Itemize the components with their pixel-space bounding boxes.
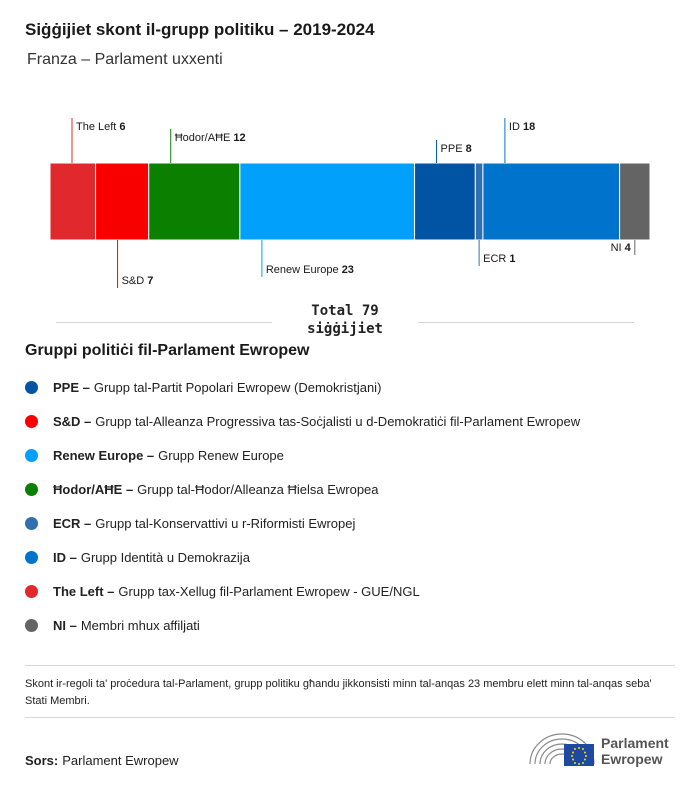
legend-item-abbr: NI – [53,617,77,633]
segment-label-odor-a-e: Ħodor/AĦE 12 [175,132,246,144]
legend-color-dot [25,414,38,428]
segment-label-name: ID [509,121,523,133]
legend-color-dot [25,516,38,530]
legend-item: Ħodor/AĦE – Grupp tal-Ħodor/Alleanza Ħiel… [25,472,580,506]
bar-segment-odor-a-e [148,162,241,241]
bar-segment-s-d [95,162,150,241]
source-label: Sors: [25,753,59,768]
total-divider-left [56,322,272,323]
chart-subtitle: Franza – Parlament uxxenti [27,51,223,68]
chart-title: Siġġijiet skont il-grupp politiku – 2019… [25,20,375,39]
segment-label-name: Ħodor/AĦE [175,132,234,144]
total-seats-line2: siġġijiet [307,321,383,337]
legend-item-abbr: ID – [53,549,77,565]
segment-label-value: 18 [523,121,535,133]
segment-label-name: S&D [122,275,148,287]
stacked-bar-chart: The Left 6 S&D 7 Ħodor/AĦE 12 Renew Europe … [49,118,651,288]
legend-color-dot [25,482,38,496]
logo-text-line1: Parlament [601,735,669,751]
parliament-hemicycle-icon [529,733,595,766]
legend-item-abbr: ECR – [53,515,92,531]
segment-label-value: 6 [119,121,125,133]
segment-label-value: 12 [233,132,245,144]
segment-label-value: 4 [625,242,632,254]
segment-label-value: 7 [147,275,153,287]
footnote: Skont ir-regoli ta' proċedura tal-Parlam… [25,678,652,707]
legend-title: Gruppi politiċi fil-Parlament Ewropew [25,342,310,359]
segment-label-ppe: PPE 8 [441,143,472,155]
legend-color-dot [25,618,38,632]
segment-label-value: 1 [509,253,515,265]
legend-item-abbr: S&D – [53,413,92,429]
bar-segment-id [482,162,621,241]
legend-item-abbr: Ħodor/AĦE – [53,481,134,497]
segment-label-renew-europe: Renew Europe 23 [266,264,354,276]
total-seats-label: Total 79 siġġijiet [272,302,418,338]
segment-label-ni: NI 4 [611,242,632,254]
bar-segment-renew-europe [239,162,416,241]
segment-label-name: ECR [483,253,509,265]
total-divider-right [418,322,634,323]
legend-item: Renew Europe – Grupp Renew Europe [25,438,580,472]
legend-item-abbr: The Left – [53,583,115,599]
legend-item: NI – Membri mhux affiljati [25,608,580,642]
legend-item-description: Grupp tal-Alleanza Progressiva tas-Soċja… [95,413,581,429]
legend-item-description: Grupp Identità u Demokrazija [80,549,250,565]
legend-item: ID – Grupp Identità u Demokrazija [25,540,580,574]
bar-segment-ecr [474,162,484,241]
segment-label-id: ID 18 [509,121,535,133]
segment-label-name: Renew Europe [266,264,342,276]
segment-label-name: NI [611,242,625,254]
source: Sors: Parlament Ewropew [25,753,179,768]
legend-color-dot [25,380,38,394]
source-value: Parlament Ewropew [62,753,179,768]
bar-segment-ppe [414,162,476,241]
legend: PPE – Grupp tal-Partit Popolari Ewropew (… [25,370,580,642]
legend-item-abbr: PPE – [53,379,90,395]
segment-label-name: PPE [441,143,466,155]
logo-text-line2: Ewropew [601,751,663,767]
logo-text: Parlament Ewropew [601,735,669,767]
legend-color-dot [25,550,38,564]
legend-item-description: Grupp tal-Konservattivi u r-Riformisti E… [95,515,356,531]
legend-color-dot [25,584,38,598]
segment-label-the-left: The Left 6 [76,121,126,133]
legend-item: The Left – Grupp tax-Xellug fil-Parlament… [25,574,580,608]
legend-item-description: Membri mhux affiljati [80,617,200,633]
legend-item: PPE – Grupp tal-Partit Popolari Ewropew (… [25,370,580,404]
segment-label-ecr: ECR 1 [483,253,515,265]
legend-item-description: Grupp Renew Europe [158,447,284,463]
legend-item-description: Grupp tal-Ħodor/Alleanza Ħielsa Ewropea [137,481,379,497]
bar-segment-the-left [49,162,97,241]
legend-color-dot [25,448,38,462]
segment-label-s-d: S&D 7 [122,275,154,287]
legend-item: ECR – Grupp tal-Konservattivi u r-Riformi… [25,506,580,540]
legend-item: S&D – Grupp tal-Alleanza Progressiva tas-… [25,404,580,438]
legend-item-description: Grupp tal-Partit Popolari Ewropew (Demok… [93,379,382,395]
legend-item-description: Grupp tax-Xellug fil-Parlament Ewropew -… [118,583,420,599]
segment-label-value: 8 [466,143,472,155]
segment-label-name: The Left [76,121,119,133]
footnote-divider-bottom [25,717,675,718]
european-parliament-logo: Parlament Ewropew [528,728,678,768]
total-seats-line1: Total 79 [311,303,379,319]
footnote-divider-top [25,665,675,666]
segment-label-value: 23 [342,264,354,276]
legend-item-abbr: Renew Europe – [53,447,155,463]
bar-segment-ni [619,162,651,241]
